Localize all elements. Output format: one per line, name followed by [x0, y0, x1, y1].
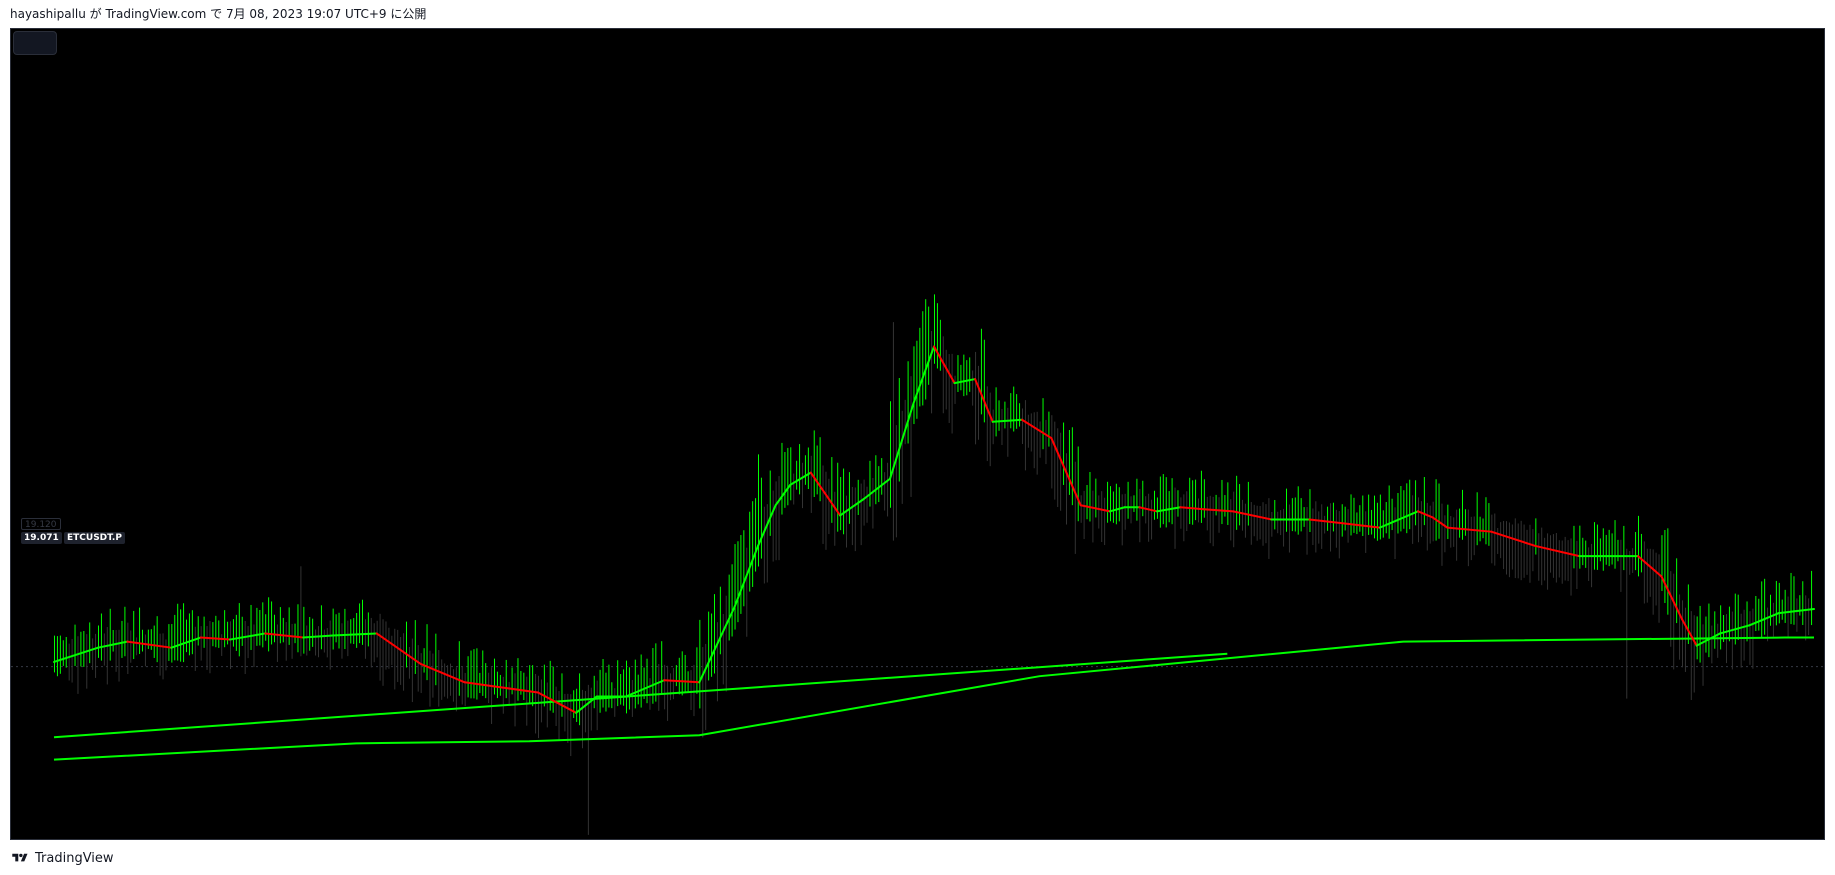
ma-segment: [419, 662, 466, 684]
ma-segment: [1681, 618, 1698, 647]
trendline-2: [53, 636, 1814, 761]
ma-segment: [757, 504, 777, 547]
ma-segment: [199, 636, 231, 641]
ma-segment: [733, 544, 759, 608]
ma-segment: [698, 605, 736, 684]
ma-segment: [889, 402, 915, 480]
ma-segment: [1431, 516, 1449, 529]
ma-segment: [974, 378, 994, 423]
ma-segment: [1378, 510, 1419, 529]
ma-segment: [1417, 510, 1434, 519]
ma-segment: [229, 632, 267, 641]
ma-segment: [463, 681, 495, 688]
trendlines: [53, 636, 1814, 761]
ma-segment: [126, 640, 173, 649]
price-chart: [11, 294, 1824, 835]
ma-segment: [1155, 506, 1182, 513]
ma-segment: [1050, 437, 1082, 507]
ma-segment: [302, 634, 334, 639]
ma-segment: [809, 471, 842, 517]
ma-segment: [625, 679, 666, 698]
ma-segment: [1308, 518, 1346, 525]
ma-segment: [1490, 530, 1537, 547]
ma-segment: [1446, 526, 1493, 533]
ma-segment: [493, 685, 539, 694]
ma-segment: [1695, 632, 1722, 647]
ma-segment: [1138, 506, 1158, 513]
ma-segment: [1232, 510, 1273, 521]
price-bars: [54, 294, 1813, 835]
chart-widget-button[interactable]: [13, 31, 57, 55]
ma-segment: [97, 640, 129, 649]
ma-segment: [1021, 418, 1053, 440]
symbol-tag: ETCUSDT.P: [64, 532, 125, 544]
ma-segment: [1343, 522, 1381, 529]
publish-info: hayashipallu が TradingView.com で 7月 08, …: [10, 7, 427, 21]
previous-close-tag: 19.120: [21, 518, 61, 530]
ma-segment: [1777, 608, 1815, 615]
moving-average: [53, 345, 1815, 714]
ma-segment: [537, 691, 578, 714]
ma-segment: [1534, 544, 1581, 558]
ma-segment: [575, 695, 598, 714]
ma-segment: [1079, 504, 1111, 513]
ma-segment: [789, 471, 812, 486]
ma-segment: [862, 477, 891, 501]
ma-segment: [953, 378, 977, 385]
ma-segment: [53, 646, 99, 663]
ma-segment: [933, 345, 956, 385]
footer-brand: TradingView: [35, 850, 114, 866]
ma-segment: [839, 498, 865, 517]
ma-segment: [912, 345, 935, 405]
footer: TradingView: [10, 848, 114, 868]
ma-segment: [1202, 508, 1235, 513]
ma-segment: [663, 679, 701, 684]
ma-segment: [1179, 506, 1205, 511]
ma-segment: [1660, 575, 1683, 621]
ma-segment: [331, 632, 378, 637]
tradingview-logo-icon: [12, 853, 28, 862]
ma-segment: [170, 636, 202, 649]
ma-segment: [1719, 624, 1751, 635]
ma-segment: [375, 632, 422, 665]
ma-segment: [264, 632, 305, 639]
ma-segment: [1637, 555, 1663, 578]
trendline-1: [53, 652, 1228, 739]
ma-segment: [1748, 612, 1780, 627]
ma-segment: [774, 483, 792, 507]
chart-area[interactable]: 19.120 19.071 ETCUSDT.P: [10, 28, 1825, 840]
ma-segment: [1109, 506, 1126, 513]
ma-segment: [991, 418, 1023, 423]
last-price-tag: 19.071: [21, 532, 62, 544]
